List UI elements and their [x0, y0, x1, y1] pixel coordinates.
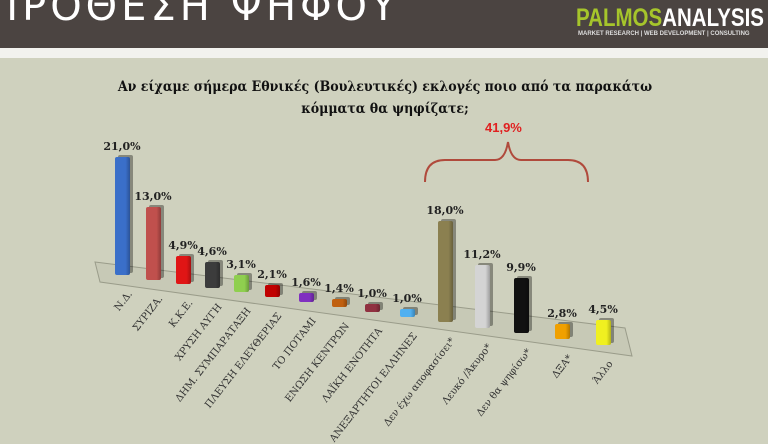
bar-9	[365, 303, 380, 312]
value-label: 3,1%	[226, 258, 256, 271]
page-title: ΠΡΟΘΕΣΗ ΨΗΦΟΥ	[0, 0, 400, 30]
bar-6	[265, 285, 280, 297]
chart-title: Αν είχαμε σήμερα Εθνικές (Βουλευτικές) ε…	[117, 79, 653, 117]
bar-8	[332, 298, 347, 307]
bar-15	[596, 320, 611, 346]
value-label: 2,1%	[257, 268, 287, 282]
group-total-label: 41,9%	[485, 120, 522, 135]
logo-tagline: MARKET RESEARCH | WEB DEVELOPMENT | CONS…	[578, 31, 750, 37]
value-label: 2,8%	[547, 306, 577, 320]
value-label: 1,4%	[324, 281, 354, 295]
value-label: 9,9%	[506, 260, 536, 274]
value-label: 4,5%	[588, 303, 618, 317]
value-label: 1,0%	[357, 286, 387, 300]
value-label: 4,6%	[197, 245, 227, 259]
bar-11	[438, 221, 453, 323]
value-label: 1,0%	[392, 291, 422, 305]
logo: PALMOSANALYSIS	[576, 4, 764, 32]
bar-12	[475, 264, 490, 328]
value-label: 4,9%	[168, 239, 198, 253]
bar-5	[234, 275, 249, 293]
value-label: 21,0%	[103, 140, 141, 154]
group-brace	[424, 141, 589, 183]
bar-13	[514, 277, 529, 334]
divider	[0, 48, 768, 58]
bar-10	[400, 308, 415, 317]
header-bar: ΠΡΟΘΕΣΗ ΨΗΦΟΥ PALMOSANALYSIS MARKET RESE…	[0, 0, 768, 48]
bar-14	[555, 323, 570, 340]
bar-3	[176, 256, 191, 284]
value-label: 18,0%	[426, 204, 464, 218]
value-label: 1,6%	[291, 275, 321, 289]
bar-2	[146, 206, 161, 280]
value-label: 11,2%	[463, 247, 501, 261]
bar-4	[205, 262, 220, 289]
bar-7	[299, 292, 314, 302]
bar-1	[115, 157, 130, 275]
value-label: 13,0%	[134, 189, 172, 203]
